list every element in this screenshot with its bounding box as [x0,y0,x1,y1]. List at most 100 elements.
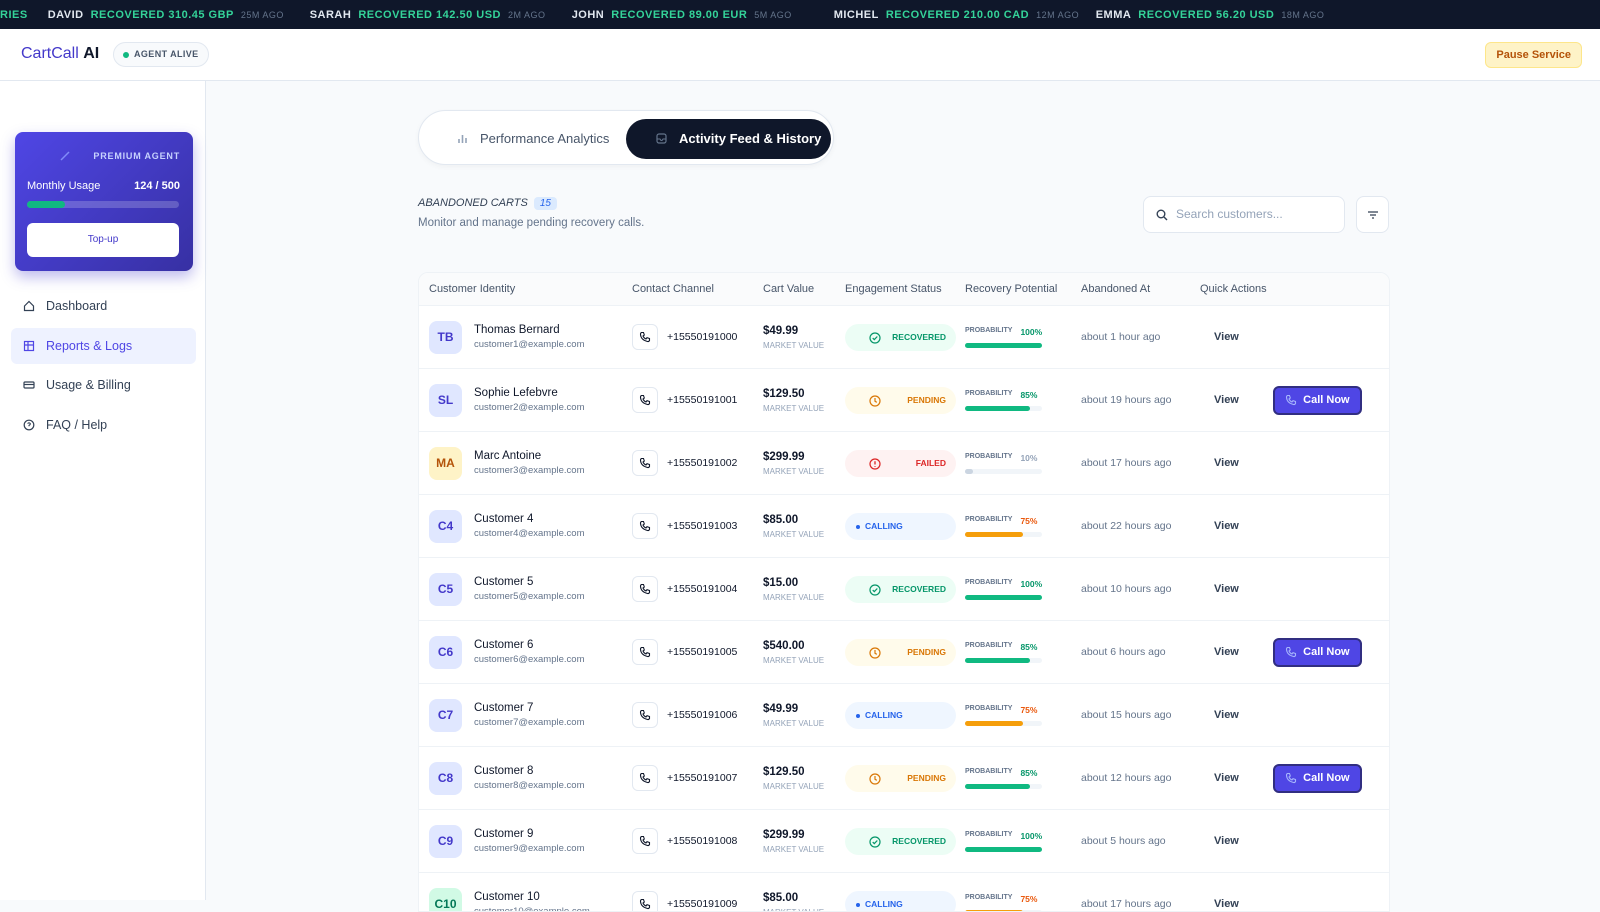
icon [869,395,881,407]
value-caption: MARKET VALUE [763,845,845,854]
call-now-button[interactable]: Call Now [1273,764,1362,793]
icon [639,331,651,343]
nav-item[interactable]: Usage & Billing [11,367,196,403]
call-now-button[interactable]: Call Now [1273,386,1362,415]
search-box[interactable]: Search customers... [1143,196,1345,233]
ticker-time: 2M AGO [508,10,546,20]
view-link[interactable]: View [1214,457,1239,469]
topup-button[interactable]: Top-up [27,223,179,257]
customer-email: customer5@example.com [474,591,585,602]
customer-email: customer8@example.com [474,780,585,791]
customer-name: Thomas Bernard [474,324,585,336]
view-link[interactable]: View [1214,331,1239,343]
probability-caption: PROBABILITY [965,327,1012,337]
tab[interactable]: Activity Feed & History [626,119,831,159]
status-cell: FAILED [845,450,965,477]
usage-label: Monthly Usage [27,180,100,192]
avatar: MA [429,447,462,480]
view-link[interactable]: View [1214,709,1239,721]
phone-icon [632,324,658,350]
ticker-lead: RIES [0,9,28,21]
probability-bar [965,406,1030,411]
probability-track [965,595,1042,600]
view-link[interactable]: View [1214,394,1239,406]
cart-value: $49.99 [763,703,845,715]
probability-bar [965,343,1042,348]
customer-name: Customer 4 [474,513,585,525]
icon [869,458,881,470]
usage-text: 124 / 500 [134,180,180,192]
plan-title: PREMIUM AGENT [93,151,180,161]
abandoned-at: about 5 hours ago [1081,835,1200,847]
column-header: Customer Identity [429,283,632,295]
search-placeholder: Search customers... [1176,207,1283,221]
probability-bar [965,595,1042,600]
pause-button[interactable]: Pause Service [1485,42,1582,68]
view-link[interactable]: View [1214,583,1239,595]
abandoned-at: about 10 hours ago [1081,583,1200,595]
phone-icon [632,513,658,539]
probability-bar [965,721,1023,726]
view-link[interactable]: View [1214,520,1239,532]
customer-name: Customer 8 [474,765,585,777]
customer-email: customer2@example.com [474,402,585,413]
probability-track [965,847,1042,852]
status-pill: RECOVERED [845,828,956,855]
nav-item[interactable]: Reports & Logs [11,328,196,364]
phone-number: +15550191000 [667,331,737,343]
customer-name: Customer 7 [474,702,585,714]
icon [639,835,651,847]
probability-caption: PROBABILITY [965,831,1012,841]
nav-item[interactable]: FAQ / Help [11,407,196,443]
value-caption: MARKET VALUE [763,656,845,665]
phone-number: +15550191006 [667,709,737,721]
view-link[interactable]: View [1214,835,1239,847]
customer-name: Customer 9 [474,828,585,840]
status-pill: FAILED [845,450,956,477]
call-now-button[interactable]: Call Now [1273,638,1362,667]
header: CartCall AI AGENT ALIVE Pause Service [0,29,1600,81]
filter-button[interactable] [1356,196,1389,233]
value-caption: MARKET VALUE [763,467,845,476]
ticker-time: 18M AGO [1281,10,1324,20]
avatar: TB [429,321,462,354]
icon [1285,772,1297,784]
abandoned-at: about 12 hours ago [1081,772,1200,784]
nav-item[interactable]: Dashboard [11,288,196,324]
view-link[interactable]: View [1214,646,1239,658]
phone-icon [632,702,658,728]
icon [639,394,651,406]
usage-track [27,201,179,208]
probability-track [965,343,1042,348]
view-link[interactable]: View [1214,772,1239,784]
brand[interactable]: CartCall AI [21,45,99,63]
probability-value: 75% [1020,894,1037,904]
abandoned-at: about 6 hours ago [1081,646,1200,658]
contact-cell: +15550191003 [632,513,763,539]
probability-value: 75% [1020,516,1037,526]
tab[interactable]: Performance Analytics [427,119,632,159]
customer-email: customer10@example.com [474,906,590,912]
